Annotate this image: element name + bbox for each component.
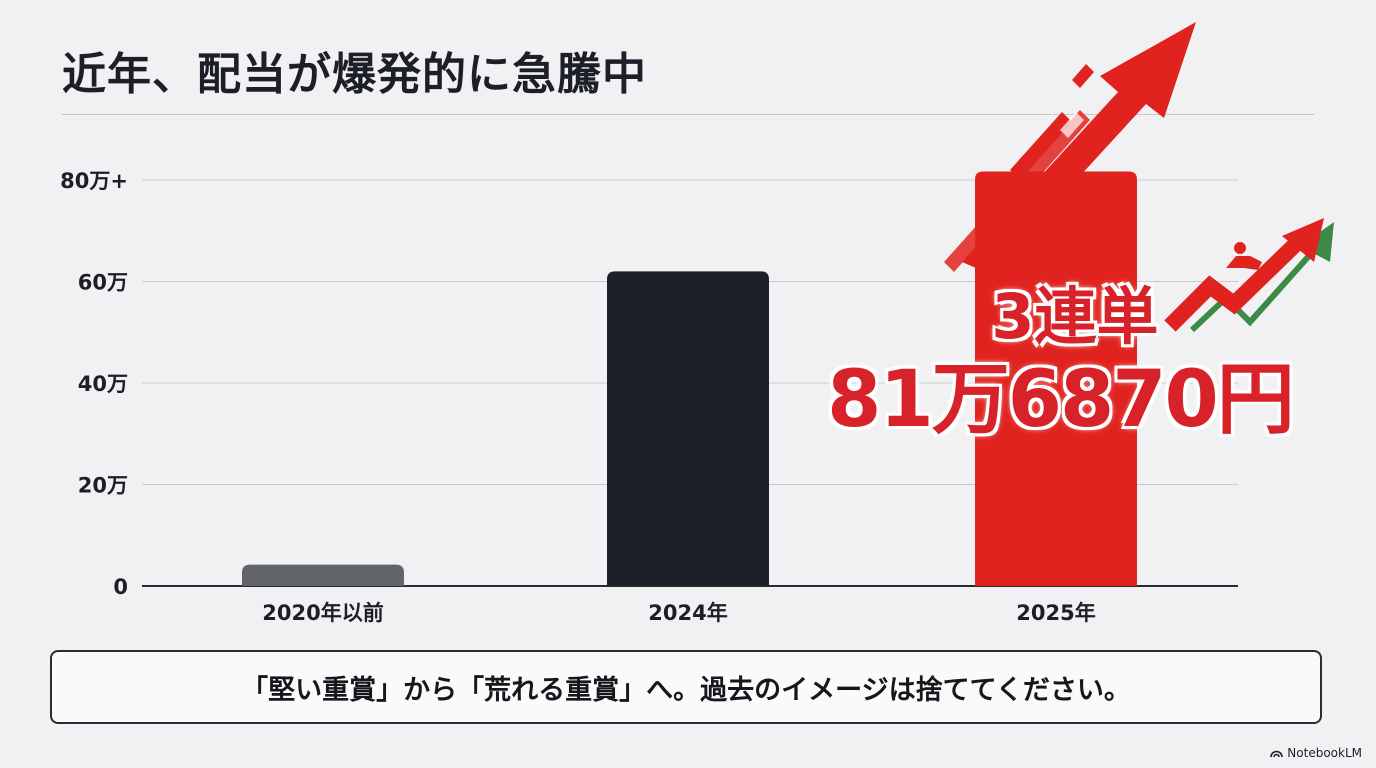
y-tick-label: 0 [113, 575, 128, 599]
jockey-horse-icon [1226, 242, 1262, 270]
x-category-label: 2025年 [1016, 601, 1095, 625]
notebooklm-logo-icon [1270, 750, 1284, 758]
brand-name: NotebookLM [1287, 746, 1362, 760]
y-tick-labels: 0 20万 40万 60万 80万+ [60, 169, 128, 599]
bar-3 [975, 171, 1137, 586]
trifecta-highlight: 3連単 81万6870円 [800, 280, 1320, 446]
zigzag-arrow-icon [1164, 218, 1334, 333]
callout-text: 「堅い重賞」から「荒れる重賞」へ。過去のイメージは捨ててください。 [241, 674, 1131, 706]
arrow-decorations [944, 22, 1334, 333]
bar-1 [242, 564, 404, 586]
trifecta-label: 3連単 [991, 280, 1159, 353]
callout-box: 「堅い重賞」から「荒れる重賞」へ。過去のイメージは捨ててください。 [50, 650, 1322, 724]
page-title: 近年、配当が爆発的に急騰中 [62, 49, 647, 100]
bars [242, 171, 1137, 586]
x-category-label: 2024年 [648, 601, 727, 625]
title-divider [62, 114, 1314, 115]
bar-chart: 0 20万 40万 60万 80万+ 2020年以前 2024年 2025年 [60, 22, 1334, 625]
y-tick-label: 80万+ [60, 169, 128, 193]
x-category-label: 2020年以前 [262, 601, 383, 625]
bar-2 [607, 271, 769, 586]
payout-amount: 81万6870円 [827, 355, 1295, 445]
y-tick-label: 60万 [78, 271, 128, 295]
x-category-labels: 2020年以前 2024年 2025年 [262, 601, 1095, 625]
y-tick-label: 20万 [78, 474, 128, 498]
brand-badge: NotebookLM [1270, 746, 1362, 760]
y-tick-label: 40万 [78, 372, 128, 396]
rising-arrow-icon [944, 22, 1196, 274]
